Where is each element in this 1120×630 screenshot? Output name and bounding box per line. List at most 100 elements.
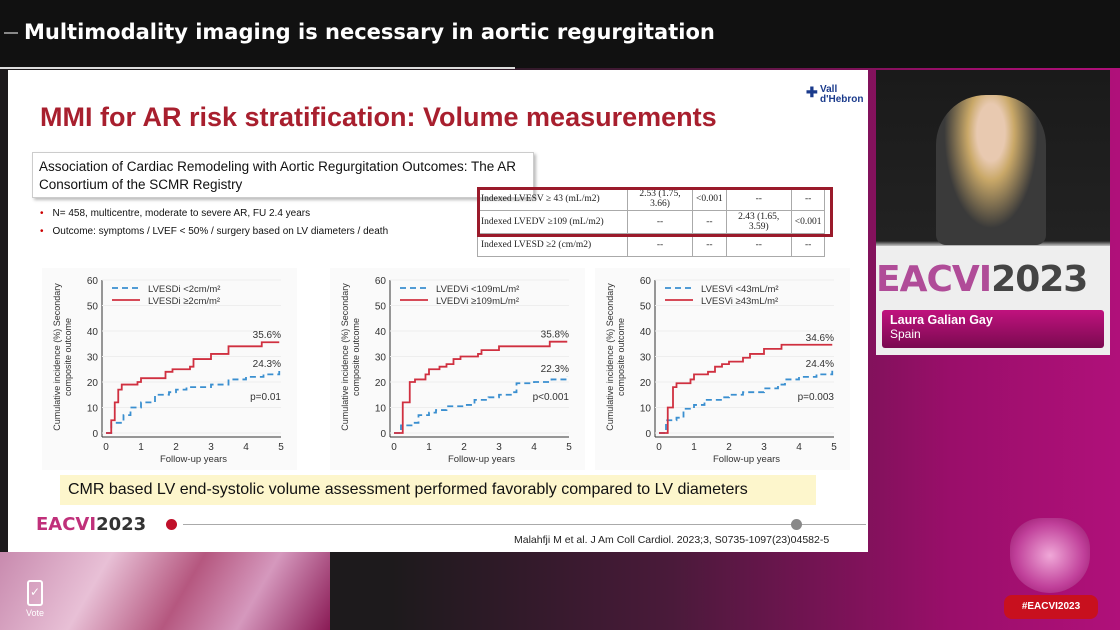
table-cell: Indexed LVESV ≥ 43 (mL/m2): [477, 187, 628, 211]
series-line-1: [106, 341, 280, 434]
x-tick-label: 1: [138, 442, 144, 453]
logo-line2: d'Hebron: [820, 94, 864, 105]
legend-label: LVEDVi <109mL/m²: [436, 284, 519, 295]
eacvi-banner-logo: EACVI2023: [876, 260, 1088, 300]
y-tick-label: 10: [375, 404, 387, 415]
km-chart-lvesvi: 0 10 20 30 40 50 60 0 1 2 3 4 5 Follow-up years 24.4% L…: [595, 268, 850, 470]
table-cell: --: [692, 210, 727, 234]
x-tick-label: 2: [726, 442, 732, 453]
series-line-0: [106, 371, 281, 434]
table-cell: <0.001: [692, 187, 727, 211]
presenter-image: [936, 95, 1046, 245]
x-tick-label: 3: [496, 442, 502, 453]
x-tick-label: 3: [208, 442, 214, 453]
phone-check-icon: ✓: [27, 580, 44, 606]
x-tick-label: 4: [531, 442, 537, 453]
y-axis-label: Cumulative incidence (%) Secondary compo…: [605, 283, 626, 431]
p-value: p<0.001: [533, 392, 570, 403]
y-tick-label: 60: [640, 276, 652, 287]
table-cell: --: [725, 233, 792, 257]
legend-label: LVEDVi ≥109mL/m²: [436, 296, 519, 307]
series-line-1: [659, 343, 833, 434]
table-row: Indexed LVESD ≥2 (cm/m2) -- -- -- --: [477, 233, 826, 257]
heart-graphic: [1010, 518, 1090, 593]
top-bar: Multimodality imaging is necessary in ao…: [0, 0, 1120, 68]
y-tick-label: 30: [87, 353, 99, 364]
y-tick-label: 50: [87, 302, 99, 313]
y-tick-label: 20: [640, 378, 652, 389]
x-tick-label: 2: [173, 442, 179, 453]
km-chart-lvedvi: 0 10 20 30 40 50 60 0 1 2 3 4 5 Follow-up years 22.3% L…: [330, 268, 585, 470]
p-value: p=0.003: [798, 392, 835, 403]
x-axis-label: Follow-up years: [448, 454, 515, 465]
y-tick-label: 60: [87, 276, 99, 287]
vall-dhebron-logo: ✚ Vall d'Hebron: [806, 85, 864, 105]
speaker-nameplate: Laura Galian Gay Spain: [882, 310, 1104, 348]
legend-label: LVESVi <43mL/m²: [701, 284, 779, 295]
conclusion: CMR based LV end-systolic volume assessm…: [60, 475, 816, 505]
podium-banner: EACVI2023 Laura Galian Gay Spain: [876, 246, 1110, 354]
y-tick-label: 10: [87, 404, 99, 415]
y-tick-label: 10: [640, 404, 652, 415]
y-tick-label: 20: [375, 378, 387, 389]
x-tick-label: 4: [243, 442, 249, 453]
eacvi-footer-logo: EACVI2023: [36, 514, 146, 535]
y-tick-label: 40: [87, 327, 99, 338]
series-line-0: [659, 370, 834, 434]
speaker-video: EACVI2023 Laura Galian Gay Spain: [876, 70, 1110, 355]
legend-label: LVESVi ≥43mL/m²: [701, 296, 778, 307]
brand-b: 2023: [96, 514, 147, 535]
table-cell: --: [790, 187, 826, 211]
y-axis-label: Cumulative incidence (%) Secondary compo…: [340, 283, 361, 431]
table-cell: --: [790, 233, 826, 257]
brand-a: EACVI: [36, 514, 97, 535]
end-label: 35.8%: [541, 330, 569, 341]
hashtag-badge: #EACVI2023: [1004, 595, 1098, 619]
table-cell: 2.43 (1.65, 3.59): [725, 210, 792, 234]
red-dot: [166, 519, 177, 530]
gray-dot: [791, 519, 802, 530]
bullet: N= 458, multicentre, moderate to severe …: [40, 208, 388, 219]
end-label: 35.6%: [253, 330, 281, 341]
y-tick-label: 40: [640, 327, 652, 338]
x-tick-label: 5: [278, 442, 284, 453]
x-tick-label: 2: [461, 442, 467, 453]
y-tick-label: 40: [375, 327, 387, 338]
study-title: Association of Cardiac Remodeling with A…: [32, 152, 534, 198]
bullet-list: N= 458, multicentre, moderate to severe …: [40, 208, 389, 244]
x-tick-label: 1: [691, 442, 697, 453]
x-tick-label: 5: [831, 442, 837, 453]
end-label: 34.6%: [806, 333, 834, 344]
x-axis-label: Follow-up years: [160, 454, 227, 465]
y-tick-label: 30: [640, 353, 652, 364]
vote-button[interactable]: ✓ Vote: [26, 580, 44, 618]
table-row: Indexed LVESV ≥ 43 (mL/m2) 2.53 (1.75, 3.…: [477, 187, 826, 211]
table-cell: --: [627, 233, 693, 257]
divider: [0, 67, 515, 69]
slide-title: MMI for AR risk stratification: Volume m…: [40, 102, 717, 132]
y-tick-label: 50: [375, 302, 387, 313]
km-chart-lvesdi: 0 10 20 30 40 50 60 0 1 2 3 4 5 Follow-up years 24.3% L…: [42, 268, 297, 470]
p-value: p=0.01: [250, 392, 281, 403]
x-tick-label: 0: [103, 442, 109, 453]
table-cell: --: [627, 210, 693, 234]
y-tick-label: 0: [380, 429, 386, 440]
y-axis-label: Cumulative incidence (%) Secondary compo…: [52, 283, 73, 431]
end-label: 22.3%: [541, 364, 569, 375]
y-tick-label: 0: [645, 429, 651, 440]
end-label: 24.3%: [253, 359, 281, 370]
citation: Malahfji M et al. J Am Coll Cardiol. 202…: [514, 534, 830, 546]
decorative-background: [0, 552, 330, 630]
series-line-0: [394, 376, 569, 434]
session-title: Multimodality imaging is necessary in ao…: [24, 20, 715, 44]
y-tick-label: 50: [640, 302, 652, 313]
x-tick-label: 3: [761, 442, 767, 453]
table-cell: 2.53 (1.75, 3.66): [627, 187, 693, 211]
table-cell: <0.001: [790, 210, 826, 234]
x-tick-label: 4: [796, 442, 802, 453]
bullet: Outcome: symptoms / LVEF < 50% / surgery…: [40, 226, 389, 237]
footer-line: [183, 524, 866, 525]
table-cell: Indexed LVESD ≥2 (cm/m2): [477, 233, 628, 257]
speaker-country: Spain: [890, 327, 921, 341]
end-label: 24.4%: [806, 359, 834, 370]
